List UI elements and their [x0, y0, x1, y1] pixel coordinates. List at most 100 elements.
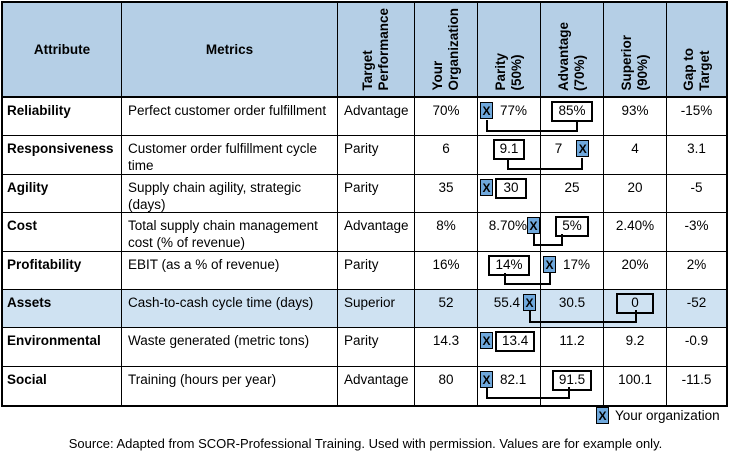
superior-cell: 93% [604, 98, 667, 136]
metric-cell: Training (hours per year) [122, 367, 338, 405]
your-organization-cell: 6 [415, 136, 478, 175]
legend-label: Your organization [615, 408, 720, 423]
parity-value: 82.1 [500, 372, 527, 387]
superior-cell: 0 [604, 290, 667, 328]
advantage-cell: 91.5 [541, 367, 604, 405]
header-metrics: Metrics [122, 3, 338, 98]
x-marker-icon: X [480, 102, 493, 119]
superior-cell: 2.40% [604, 213, 667, 252]
attribute-cell: Assets [3, 290, 122, 328]
parity-value: 55.4 [493, 295, 520, 310]
metric-cell: Perfect customer order fulfillment [122, 98, 338, 136]
target-performance-cell: Superior [338, 290, 415, 328]
header-parity-label: Parity (50%) [493, 53, 524, 91]
x-marker-icon: X [527, 217, 540, 234]
header-your-organization: Your Organization [415, 3, 478, 98]
target-box: 14% [488, 255, 530, 276]
metric-cell: Customer order fulfillment cycle time [122, 136, 338, 175]
your-organization-cell: 14.3 [415, 328, 478, 367]
header-superior-label: Superior (90%) [619, 35, 650, 91]
target-box: 30 [495, 178, 527, 199]
gap-cell: 3.1 [667, 136, 726, 175]
legend: X Your organization [596, 407, 720, 424]
attribute-cell: Reliability [3, 98, 122, 136]
parity-cell: X 77% [478, 98, 541, 136]
header-advantage-label: Advantage (70%) [556, 21, 587, 91]
parity-cell: X 13.4 [478, 328, 541, 367]
gap-cell: -3% [667, 213, 726, 252]
attribute-cell: Environmental [3, 328, 122, 367]
your-organization-cell: 52 [415, 290, 478, 328]
x-marker-icon: X [480, 179, 493, 196]
header-advantage: Advantage (70%) [541, 3, 604, 98]
target-performance-cell: Parity [338, 252, 415, 290]
advantage-cell: X 17% [541, 252, 604, 290]
target-box: 85% [551, 101, 593, 122]
metric-cell: Waste generated (metric tons) [122, 328, 338, 367]
target-box: 0 [616, 293, 654, 314]
table-grid: Attribute Metrics Target Performance You… [3, 3, 726, 405]
advantage-cell: 85% [541, 98, 604, 136]
parity-cell: 9.1 [478, 136, 541, 175]
your-organization-cell: 35 [415, 175, 478, 213]
attribute-cell: Cost [3, 213, 122, 252]
superior-cell: 4 [604, 136, 667, 175]
target-box: 9.1 [492, 139, 526, 160]
parity-cell: 14% [478, 252, 541, 290]
your-organization-cell: 16% [415, 252, 478, 290]
attribute-cell: Agility [3, 175, 122, 213]
target-performance-cell: Advantage [338, 98, 415, 136]
advantage-value: 7 [554, 141, 563, 156]
header-gap-to-target-label: Gap to Target [680, 48, 712, 91]
advantage-cell: 5% [541, 213, 604, 252]
attribute-cell: Responsiveness [3, 136, 122, 175]
parity-cell: X 30 [478, 175, 541, 213]
gap-cell: -0.9 [667, 328, 726, 367]
parity-value: 77% [500, 103, 528, 118]
gap-cell: -5 [667, 175, 726, 213]
gap-cell: -15% [667, 98, 726, 136]
benchmark-table: Attribute Metrics Target Performance You… [1, 1, 728, 407]
x-marker-icon: X [576, 140, 590, 157]
target-box: 91.5 [551, 370, 593, 391]
header-parity: Parity (50%) [478, 3, 541, 98]
superior-cell: 20% [604, 252, 667, 290]
target-performance-cell: Parity [338, 136, 415, 175]
superior-cell: 100.1 [604, 367, 667, 405]
target-performance-cell: Advantage [338, 213, 415, 252]
header-target-performance: Target Performance [338, 3, 415, 98]
your-organization-cell: 70% [415, 98, 478, 136]
advantage-cell: 25 [541, 175, 604, 213]
header-attribute-label: Attribute [33, 42, 91, 57]
header-your-organization-label: Your Organization [430, 8, 461, 91]
x-marker-icon: X [596, 407, 609, 424]
header-superior: Superior (90%) [604, 3, 667, 98]
x-marker-icon: X [480, 332, 493, 349]
gap-cell: -52 [667, 290, 726, 328]
metric-cell: Total supply chain management cost (% of… [122, 213, 338, 252]
parity-cell: X 82.1 [478, 367, 541, 405]
advantage-cell: 30.5 [541, 290, 604, 328]
attribute-cell: Social [3, 367, 122, 405]
header-gap-to-target: Gap to Target [667, 3, 726, 98]
attribute-cell: Profitability [3, 252, 122, 290]
header-metrics-label: Metrics [205, 42, 254, 57]
advantage-value: 17% [563, 257, 591, 272]
target-box: 5% [555, 216, 589, 237]
metric-cell: Cash-to-cash cycle time (days) [122, 290, 338, 328]
header-attribute: Attribute [3, 3, 122, 98]
parity-cell: 55.4 X [478, 290, 541, 328]
metric-cell: Supply chain agility, strategic (days) [122, 175, 338, 213]
x-marker-icon: X [543, 256, 556, 273]
x-marker-icon: X [523, 294, 536, 311]
x-marker-icon: X [480, 371, 493, 388]
target-performance-cell: Parity [338, 175, 415, 213]
target-performance-cell: Parity [338, 328, 415, 367]
superior-cell: 9.2 [604, 328, 667, 367]
parity-cell: 8.70% X [478, 213, 541, 252]
your-organization-cell: 8% [415, 213, 478, 252]
metric-cell: EBIT (as a % of revenue) [122, 252, 338, 290]
target-performance-cell: Advantage [338, 367, 415, 405]
